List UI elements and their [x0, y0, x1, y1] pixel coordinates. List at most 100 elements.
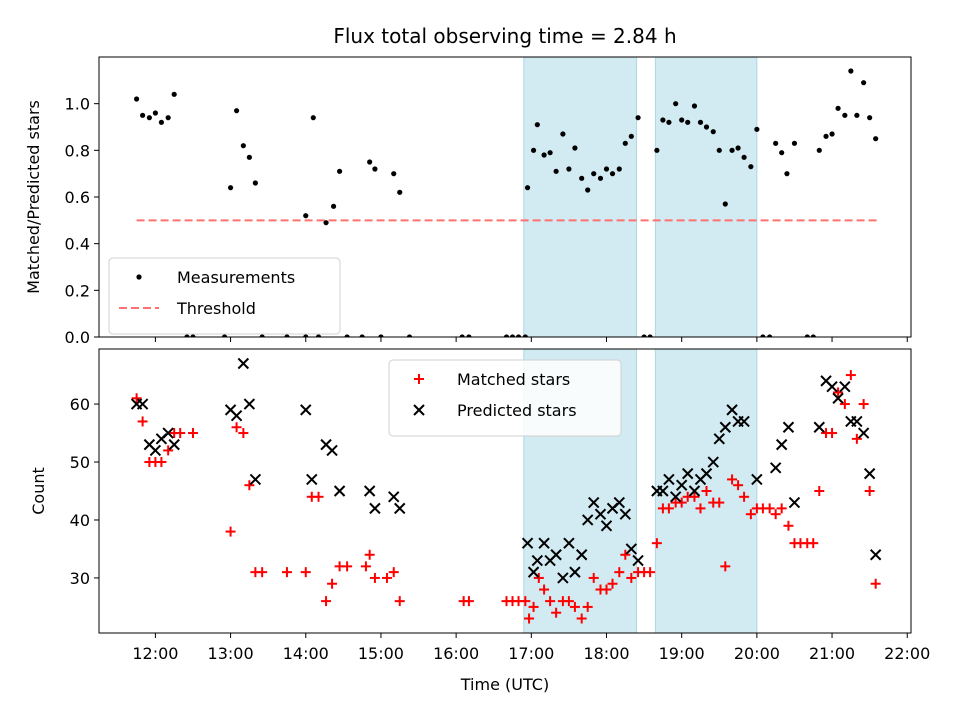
x-stroke: [243, 398, 256, 410]
data-point: [246, 154, 252, 160]
data-point: [701, 486, 712, 496]
data-point: [864, 486, 875, 496]
x-axis-label: Time (UTC): [460, 675, 549, 694]
data-point: [867, 115, 873, 121]
x-stroke: [162, 427, 174, 439]
data-point: [870, 578, 881, 589]
data-point: [854, 112, 860, 118]
legend-label: Threshold: [176, 299, 256, 318]
x-tick-label: 12:00: [132, 644, 178, 663]
data-point: [660, 117, 666, 123]
x-stroke: [751, 473, 763, 486]
data-point: [313, 491, 324, 502]
data-point: [588, 496, 600, 509]
data-point: [645, 567, 656, 578]
legend-frame: [388, 359, 622, 437]
data-point: [657, 485, 669, 497]
x-stroke: [863, 467, 876, 480]
data-point: [233, 108, 240, 114]
y-tick-label: 0.6: [65, 188, 90, 207]
data-point: [622, 140, 628, 146]
data-point: [729, 147, 735, 153]
data-point: [873, 136, 879, 142]
data-point: [607, 578, 618, 589]
data-point: [835, 105, 841, 111]
data-point: [530, 147, 537, 153]
data-point: [521, 537, 534, 549]
data-point: [221, 334, 228, 337]
data-point: [829, 131, 835, 137]
data-point: [764, 503, 775, 514]
x-tick-label: 18:00: [583, 644, 629, 663]
data-point: [832, 392, 844, 404]
legend: Matched stars Predicted stars: [388, 359, 622, 437]
data-point: [695, 503, 706, 514]
data-point: [528, 601, 539, 612]
legend-label: Predicted stars: [457, 401, 577, 420]
data-point: [231, 422, 242, 433]
data-point: [257, 567, 268, 578]
y-tick-label: 0.2: [65, 281, 90, 300]
data-point: [509, 334, 516, 337]
data-point: [663, 473, 675, 486]
data-point: [303, 213, 309, 219]
x-stroke: [713, 433, 725, 445]
data-point: [647, 334, 653, 337]
data-point: [576, 613, 587, 624]
data-point: [688, 485, 701, 497]
data-point: [545, 596, 556, 607]
data-point: [391, 171, 397, 177]
x-stroke: [237, 357, 250, 370]
data-point: [751, 473, 763, 486]
data-point: [563, 596, 574, 607]
legend: Measurements Threshold: [108, 257, 341, 335]
data-point: [697, 119, 704, 125]
data-point: [572, 145, 578, 151]
x-stroke: [613, 496, 625, 509]
data-point: [330, 203, 337, 209]
data-point: [628, 133, 634, 139]
data-point: [363, 485, 376, 497]
legend-label: Matched stars: [457, 370, 570, 389]
data-point: [588, 572, 599, 583]
data-point: [641, 334, 647, 337]
data-point: [378, 334, 384, 337]
y-axis-label: Count: [29, 467, 48, 515]
data-point: [149, 444, 162, 457]
data-point: [533, 572, 544, 583]
x-stroke: [557, 572, 569, 584]
data-point: [710, 129, 716, 135]
x-stroke: [869, 549, 882, 561]
data-point: [388, 567, 399, 578]
data-point: [713, 433, 725, 445]
x-stroke: [136, 398, 149, 410]
data-point: [826, 380, 838, 393]
data-point: [858, 399, 869, 410]
x-stroke: [394, 502, 406, 515]
data-point: [804, 334, 810, 337]
data-point: [394, 596, 405, 607]
data-point: [663, 503, 674, 514]
x-stroke: [681, 467, 694, 480]
x-stroke: [719, 421, 731, 433]
data-point: [719, 421, 731, 433]
data-point: [243, 398, 256, 410]
x-stroke: [738, 415, 750, 428]
x-stroke: [538, 537, 550, 549]
x-stroke: [300, 404, 312, 416]
data-point: [775, 438, 788, 451]
data-point: [603, 166, 610, 172]
data-point: [738, 415, 750, 428]
data-point: [666, 119, 672, 125]
data-point: [466, 334, 472, 337]
data-point: [388, 491, 400, 503]
data-point: [187, 428, 198, 439]
data-point: [863, 467, 876, 480]
x-stroke: [413, 404, 425, 416]
x-stroke: [619, 508, 632, 520]
x-stroke: [527, 566, 540, 578]
data-point: [770, 509, 781, 520]
x-stroke: [143, 438, 156, 451]
data-point: [754, 126, 760, 132]
